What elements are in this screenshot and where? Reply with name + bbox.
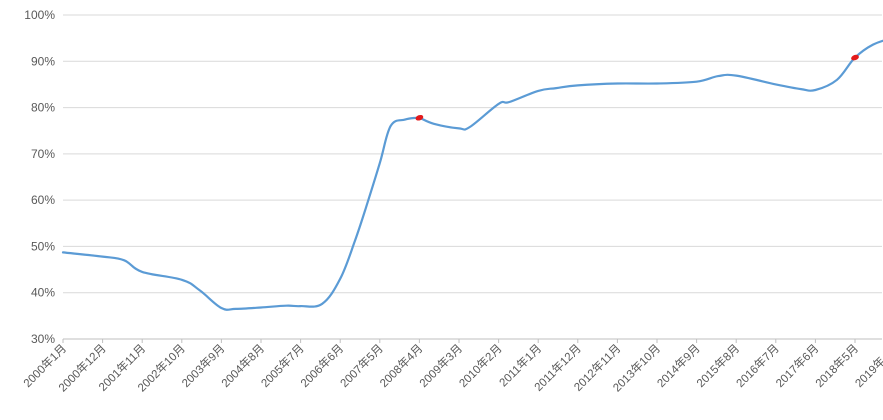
y-tick-label: 50%	[31, 239, 55, 253]
x-axis-tick-labels: 2000年1月2000年12月2001年11月2002年10月2003年9月20…	[20, 339, 883, 395]
gridlines	[63, 14, 882, 294]
y-tick-label: 70%	[31, 147, 55, 161]
y-tick-label: 80%	[31, 101, 55, 115]
highlight-point	[851, 54, 859, 61]
y-tick-label: 30%	[31, 332, 55, 346]
series-layer	[61, 39, 883, 311]
series-line	[61, 39, 883, 311]
y-tick-label: 100%	[24, 8, 55, 22]
highlight-point	[415, 114, 424, 121]
y-axis-tick-labels: 30% 40% 50% 60% 70% 80% 90% 100%	[24, 8, 55, 346]
y-tick-label: 40%	[31, 286, 55, 300]
y-tick-label: 90%	[31, 54, 55, 68]
highlight-markers	[415, 54, 859, 121]
y-tick-label: 60%	[31, 193, 55, 207]
x-tick-label: 2010年2月	[456, 341, 505, 390]
